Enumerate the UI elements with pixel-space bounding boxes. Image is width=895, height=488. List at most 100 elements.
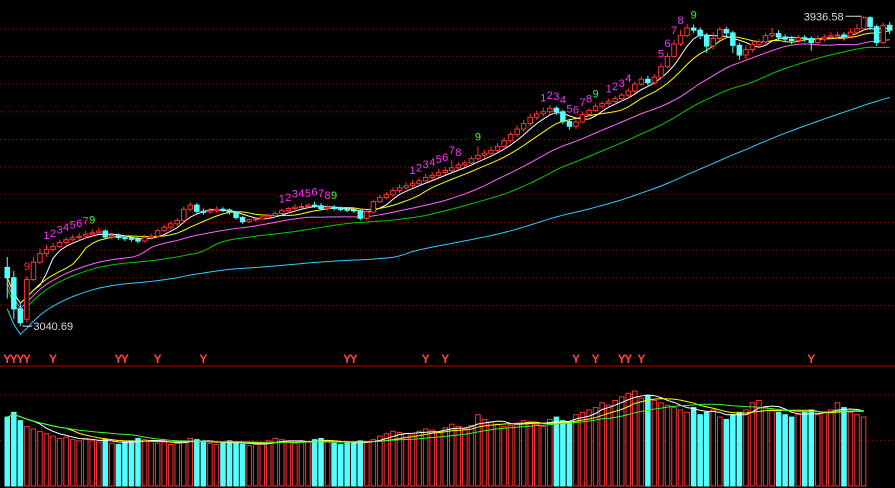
candle-body xyxy=(730,32,736,46)
volume-bar xyxy=(141,439,148,487)
volume-bar xyxy=(69,439,76,487)
candle-body xyxy=(180,208,187,221)
y-signal: Y xyxy=(10,352,18,366)
y-signal: Y xyxy=(16,352,24,366)
candle-body xyxy=(292,206,298,210)
td-marker: 9 xyxy=(593,88,599,100)
volume-bar xyxy=(396,432,403,487)
candle-body xyxy=(337,208,344,211)
volume-bar xyxy=(370,439,377,487)
candle-body xyxy=(213,208,220,212)
y-signal: Y xyxy=(441,352,449,366)
candle-body xyxy=(677,35,684,45)
candle-body xyxy=(514,128,520,136)
volume-bar xyxy=(174,442,180,487)
volume-bar xyxy=(154,442,161,487)
candle-body xyxy=(259,216,265,220)
volume-bar xyxy=(717,416,723,487)
volume-bar xyxy=(246,445,252,487)
volume-bar xyxy=(383,433,390,487)
volume-bar xyxy=(272,437,279,487)
volume-bar xyxy=(645,395,651,487)
volume-bar xyxy=(305,441,311,487)
td-marker: 7 xyxy=(83,216,89,228)
candle-body xyxy=(481,152,488,156)
td-marker: 3 xyxy=(423,159,429,171)
volume-bar xyxy=(82,437,89,487)
volume-bar xyxy=(801,411,808,487)
candle-body xyxy=(422,176,429,182)
candle-body xyxy=(880,24,886,44)
td-marker: 5 xyxy=(658,48,664,60)
volume-bar xyxy=(658,402,664,487)
candle-body xyxy=(200,210,207,213)
candle-body xyxy=(449,167,455,172)
candle-body xyxy=(148,235,154,239)
volume-bar xyxy=(252,443,259,487)
low-price-label: 3040.69 xyxy=(33,321,73,333)
td-marker: 3 xyxy=(553,91,559,103)
candle-body xyxy=(808,37,815,44)
candle-body xyxy=(207,210,213,213)
candle-body xyxy=(638,78,645,85)
volume-bar xyxy=(337,443,344,487)
candle-body xyxy=(76,235,82,239)
volume-bar xyxy=(788,416,795,487)
volume-bar xyxy=(109,442,115,487)
volume-bar xyxy=(265,440,272,487)
candle-body xyxy=(847,31,854,37)
volume-bar xyxy=(475,414,481,487)
volume-bar xyxy=(769,409,775,487)
volume-bar xyxy=(89,440,96,487)
candle-body xyxy=(226,209,233,213)
candle-body xyxy=(736,44,743,56)
candle-body xyxy=(468,158,475,164)
td-marker: 9 xyxy=(475,131,481,143)
volume-bar xyxy=(403,433,409,487)
volume-bar xyxy=(677,409,684,487)
candle-body xyxy=(605,100,612,104)
y-signal: Y xyxy=(114,352,122,366)
candle-body xyxy=(174,219,180,225)
volume-bar xyxy=(815,414,821,487)
volume-bar xyxy=(533,423,540,487)
candle-body xyxy=(305,204,311,208)
candle-body xyxy=(632,83,638,92)
candle-body xyxy=(775,33,782,38)
volume-bar xyxy=(50,435,56,487)
td-marker: 2 xyxy=(416,162,422,174)
volume-bar xyxy=(167,443,174,487)
volume-bar xyxy=(364,441,370,487)
volume-bar xyxy=(298,440,305,487)
candle-body xyxy=(154,230,161,237)
volume-bar xyxy=(638,397,645,487)
candle-body xyxy=(331,206,337,210)
candle-body xyxy=(43,248,50,255)
candle-body xyxy=(645,78,651,84)
candle-body xyxy=(618,94,625,100)
volume-bar xyxy=(632,390,638,487)
candle-body xyxy=(233,211,239,219)
y-signal: Y xyxy=(121,352,129,366)
candle-body xyxy=(841,34,847,37)
volume-bar xyxy=(808,409,815,487)
candle-body xyxy=(220,208,226,211)
volume-bar xyxy=(703,411,710,487)
volume-ma-line xyxy=(7,403,864,443)
candle-body xyxy=(141,237,148,242)
candle-body xyxy=(115,235,122,239)
volume-bar xyxy=(821,411,828,487)
td-marker: 8 xyxy=(677,15,683,27)
volume-bar xyxy=(390,430,396,487)
volume-bar xyxy=(226,440,233,487)
candle-body xyxy=(24,278,30,320)
td-marker: 8 xyxy=(455,147,461,159)
td-marker: 9 xyxy=(24,261,30,273)
volume-bar xyxy=(481,418,488,487)
candle-body xyxy=(488,149,494,154)
candle-body xyxy=(560,111,566,122)
candle-body xyxy=(749,44,756,50)
candle-body xyxy=(272,212,279,217)
td-marker: 4 xyxy=(298,188,304,200)
